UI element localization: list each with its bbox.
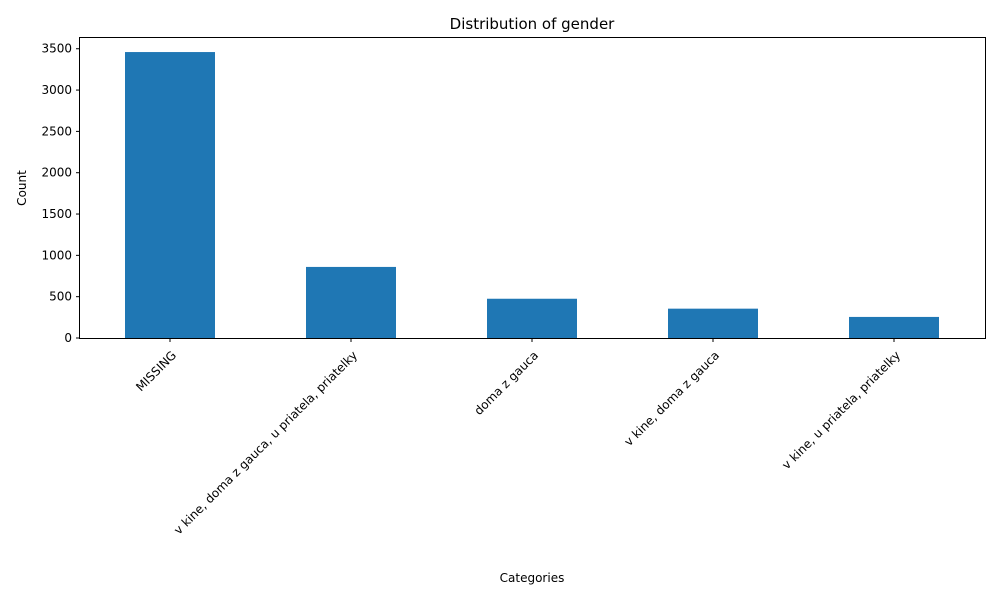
- y-tick-label: 1000: [41, 248, 72, 262]
- y-tick-label: 1500: [41, 207, 72, 221]
- y-tick-label: 0: [64, 331, 72, 345]
- y-axis-ticks: 0 500 1000 1500 2000 2500 3000 3500: [41, 42, 80, 345]
- bar: [306, 266, 396, 338]
- y-tick-label: 2500: [41, 124, 72, 138]
- plot-frame: [79, 37, 986, 339]
- y-tick-label: 500: [49, 290, 72, 304]
- bars-group: [125, 52, 939, 338]
- x-axis-label: Categories: [500, 571, 565, 585]
- bar: [668, 308, 758, 338]
- y-axis-label: Count: [15, 170, 29, 206]
- y-tick-label: 2000: [41, 166, 72, 180]
- bar: [487, 298, 577, 338]
- bar: [125, 52, 215, 338]
- y-tick-label: 3000: [41, 83, 72, 97]
- chart-title: Distribution of gender: [450, 15, 616, 33]
- bar: [849, 316, 939, 338]
- y-tick-label: 3500: [41, 42, 72, 56]
